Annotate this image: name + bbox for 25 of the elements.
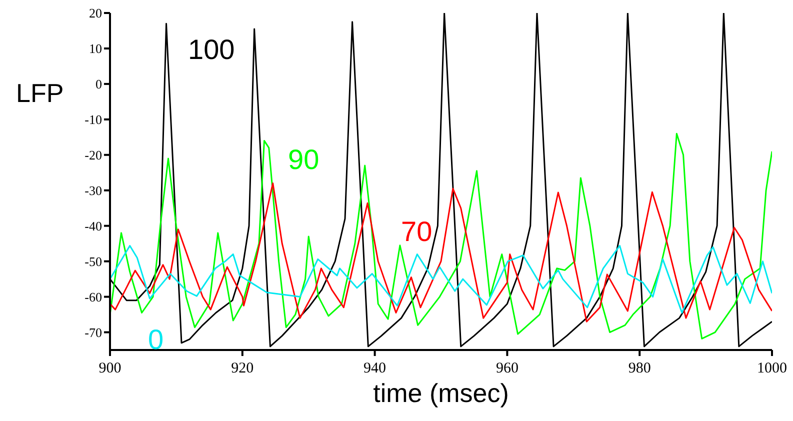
line-series — [110, 182, 772, 322]
y-tick-label: -70 — [84, 324, 102, 340]
y-tick-label: -40 — [84, 218, 102, 234]
line-series — [110, 244, 772, 314]
series-label: 100 — [188, 34, 235, 66]
x-tick-label: 980 — [628, 360, 651, 377]
x-tick-label: 940 — [364, 360, 386, 377]
series-label: 0 — [148, 324, 164, 356]
y-axis-title: LFP — [16, 78, 64, 109]
x-tick-label: 1000 — [757, 360, 787, 377]
y-tick-label: -10 — [84, 112, 102, 128]
x-tick-label: 920 — [231, 360, 254, 377]
y-tick-label: -50 — [84, 254, 102, 269]
x-tick-label: 900 — [98, 360, 122, 377]
y-tick-label: -60 — [84, 289, 102, 304]
x-tick-label: 960 — [496, 360, 518, 377]
line-series — [110, 13, 772, 348]
y-tick-label: 10 — [89, 41, 102, 56]
y-tick-label: 20 — [89, 6, 102, 21]
series-label: 70 — [401, 216, 432, 248]
y-tick-label: -20 — [84, 148, 102, 163]
y-tick-label: 0 — [96, 76, 102, 92]
series-label: 90 — [288, 144, 320, 176]
y-tick-label: -30 — [84, 182, 102, 198]
x-axis-title: time (msec) — [373, 378, 509, 408]
